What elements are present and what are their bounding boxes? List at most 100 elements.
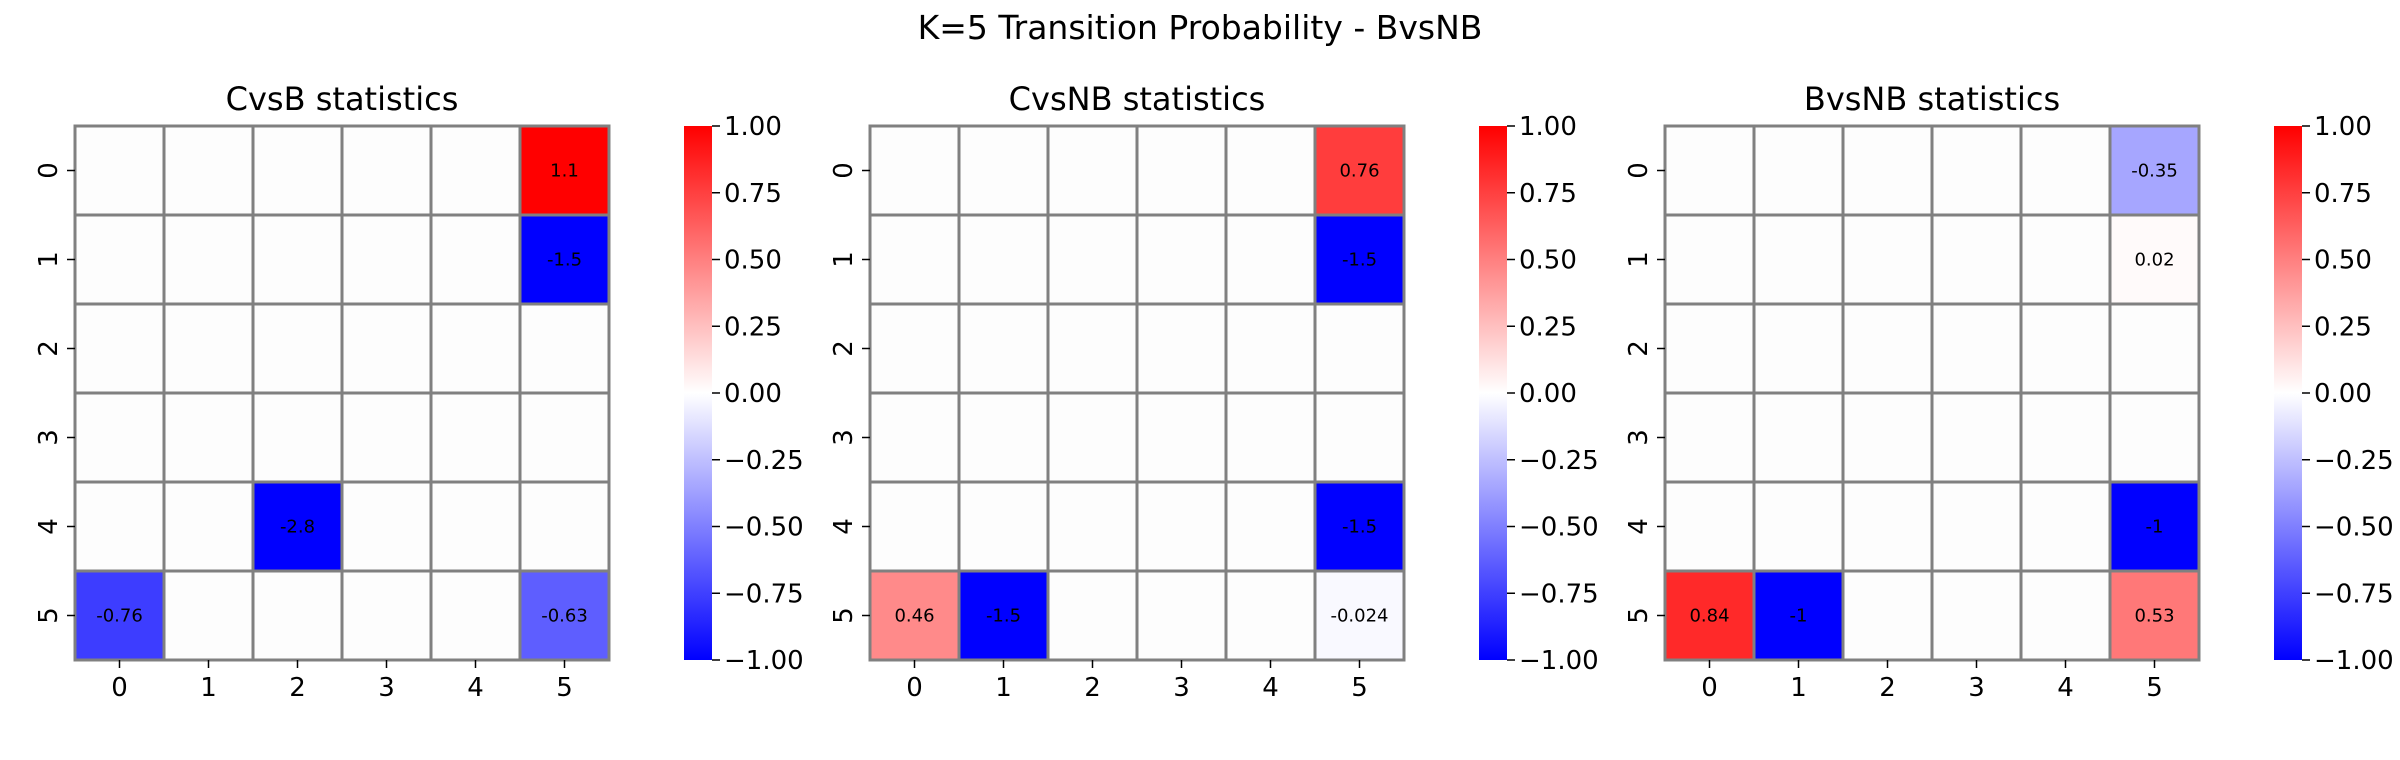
heatmap-cell — [1046, 480, 1139, 573]
x-tick-label: 2 — [1084, 673, 1101, 703]
heatmap-cell — [340, 391, 433, 484]
colorbar-tick-label: 0.50 — [1519, 246, 1577, 276]
heatmap-cell — [429, 213, 522, 306]
heatmap-cell — [2108, 124, 2201, 217]
cell-value-label: 1.1 — [550, 161, 579, 182]
colorbar-tick-label: 0.75 — [1519, 179, 1577, 209]
heatmap-cell — [1841, 302, 1934, 395]
heatmap-cell — [957, 391, 1050, 484]
x-tick-label: 1 — [995, 673, 1012, 703]
heatmap-cell — [162, 569, 255, 662]
colorbar-tick-label: 0.00 — [1519, 379, 1577, 409]
x-tick-label: 3 — [1173, 673, 1190, 703]
cell-value-label: -1.5 — [1342, 517, 1377, 538]
heatmap-cell — [2019, 124, 2112, 217]
heatmap-cell — [957, 213, 1050, 306]
heatmap-cell — [429, 391, 522, 484]
cell-value-label: -0.024 — [1330, 606, 1388, 627]
x-tick-label: 0 — [111, 673, 128, 703]
cell-value-label: -0.63 — [541, 606, 588, 627]
heatmap-cell — [2019, 480, 2112, 573]
y-tick-label: 1 — [1624, 251, 1654, 268]
heatmap-cell — [340, 213, 433, 306]
heatmap-cell — [340, 302, 433, 395]
heatmap-cell — [1930, 480, 2023, 573]
heatmap-cell — [1663, 391, 1756, 484]
heatmap-cell — [429, 569, 522, 662]
colorbar-tick-label: −0.25 — [724, 446, 804, 476]
heatmap-cell — [957, 302, 1050, 395]
colorbar-tick-label: 0.25 — [1519, 312, 1577, 342]
y-tick-label: 4 — [1624, 518, 1654, 535]
heatmap-cell — [518, 213, 611, 306]
heatmap-cell — [251, 124, 344, 217]
heatmap-cell — [251, 480, 344, 573]
colorbar — [2274, 126, 2302, 660]
x-tick-label: 5 — [1351, 673, 1368, 703]
heatmap-cell — [73, 391, 166, 484]
colorbar-tick-label: 1.00 — [724, 112, 782, 142]
heatmap-cell — [162, 302, 255, 395]
x-tick-label: 4 — [1262, 673, 1279, 703]
heatmap-cell — [340, 569, 433, 662]
heatmap-cell — [162, 124, 255, 217]
y-tick-label: 0 — [1624, 162, 1654, 179]
x-tick-label: 2 — [1879, 673, 1896, 703]
heatmap-cell — [868, 569, 961, 662]
colorbar-tick-label: −0.75 — [1519, 579, 1599, 609]
x-tick-label: 3 — [378, 673, 395, 703]
figure-title: K=5 Transition Probability - BvsNB — [917, 8, 1483, 47]
heatmap-cell — [73, 480, 166, 573]
colorbar-tick-label: −0.75 — [724, 579, 804, 609]
heatmap-cell — [1752, 391, 1845, 484]
heatmap-cell — [1313, 213, 1406, 306]
x-tick-label: 4 — [2057, 673, 2074, 703]
colorbar-tick-label: −0.25 — [2314, 446, 2394, 476]
cell-value-label: -1 — [1790, 606, 1808, 627]
x-tick-label: 3 — [1968, 673, 1985, 703]
heatmap-cell — [2108, 302, 2201, 395]
heatmap-cell — [429, 480, 522, 573]
heatmap-cell — [1752, 213, 1845, 306]
y-tick-label: 4 — [34, 518, 64, 535]
colorbar — [684, 126, 712, 660]
heatmap-cell — [1135, 391, 1228, 484]
heatmap-cell — [1224, 480, 1317, 573]
heatmap-cell — [1135, 302, 1228, 395]
heatmap-panel-0: CvsB statistics 1.1 -1.5 -2.8 -0.76 -0.63 0 1 2 3… — [34, 80, 804, 703]
heatmap-cell — [1046, 124, 1139, 217]
heatmap-cell — [429, 124, 522, 217]
heatmap-cell — [1930, 569, 2023, 662]
heatmap-cell — [1663, 213, 1756, 306]
colorbar-tick-label: 0.75 — [2314, 179, 2372, 209]
heatmap-cell — [1752, 124, 1845, 217]
x-tick-label: 4 — [467, 673, 484, 703]
heatmap-cell — [251, 213, 344, 306]
y-tick-label: 4 — [829, 518, 859, 535]
heatmap-cell — [1224, 391, 1317, 484]
panel-title: CvsNB statistics — [1009, 80, 1266, 118]
heatmap-cell — [1224, 213, 1317, 306]
heatmap-cell — [1135, 124, 1228, 217]
y-tick-label: 5 — [1624, 607, 1654, 624]
heatmap-cell — [251, 391, 344, 484]
heatmap-cell — [1930, 302, 2023, 395]
heatmap-cell — [1930, 391, 2023, 484]
heatmap-cell — [251, 569, 344, 662]
heatmap-cell — [1313, 302, 1406, 395]
heatmap-cell — [518, 391, 611, 484]
y-tick-label: 2 — [1624, 340, 1654, 357]
x-tick-label: 2 — [289, 673, 306, 703]
cell-value-label: -1 — [2146, 517, 2164, 538]
panel-title: CvsB statistics — [226, 80, 459, 118]
heatmap-cell — [1046, 213, 1139, 306]
heatmap-cell — [2108, 213, 2201, 306]
heatmap-cell — [1841, 569, 1934, 662]
x-tick-label: 5 — [556, 673, 573, 703]
heatmap-cell — [868, 391, 961, 484]
cell-value-label: 0.02 — [2134, 250, 2174, 271]
colorbar-tick-label: −0.50 — [1519, 513, 1599, 543]
heatmap-cell — [1313, 124, 1406, 217]
colorbar-tick-label: 0.25 — [724, 312, 782, 342]
heatmap-cell — [957, 124, 1050, 217]
